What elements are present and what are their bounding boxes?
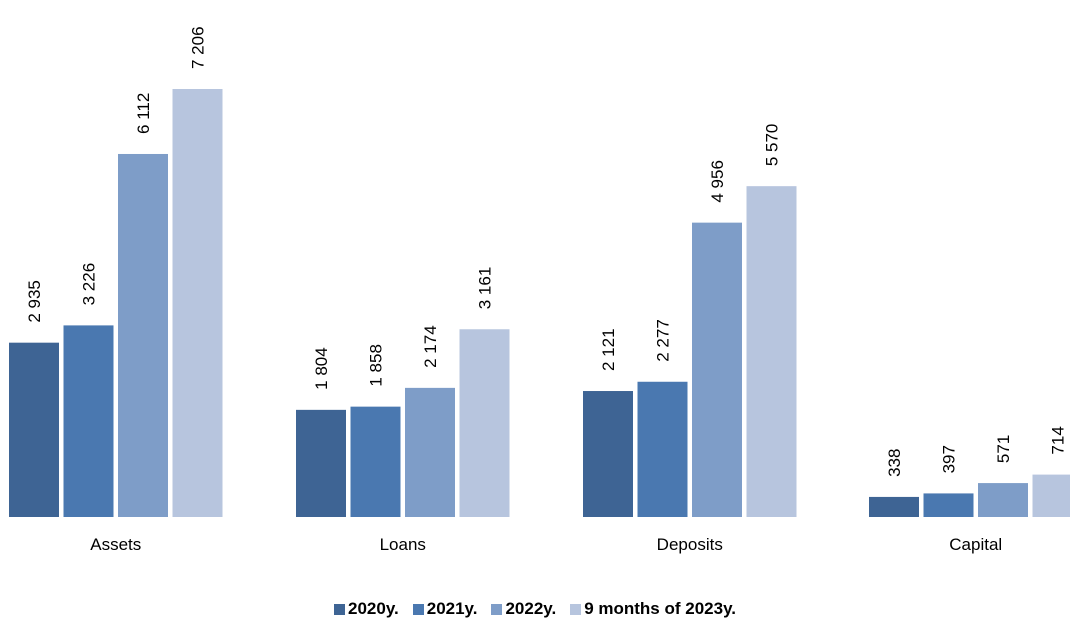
bar-assets-2 [118, 154, 168, 517]
bar-loans-2 [405, 388, 455, 517]
bar-loans-1 [351, 407, 401, 517]
legend-item-2021: 2021y. [413, 599, 478, 619]
bar-deposits-1 [638, 382, 688, 517]
legend-item-2020: 2020y. [334, 599, 399, 619]
data-label-capital-3: 714 [1049, 426, 1068, 454]
category-label-assets: Assets [90, 535, 141, 554]
legend-swatch-2023-9m [570, 604, 581, 615]
data-label-capital-2: 571 [994, 435, 1013, 463]
bar-loans-3 [460, 329, 510, 517]
data-label-assets-3: 7 206 [189, 26, 208, 69]
legend-item-2022: 2022y. [491, 599, 556, 619]
data-label-loans-1: 1 858 [367, 344, 386, 387]
data-label-assets-1: 3 226 [80, 263, 99, 306]
legend-label-2021: 2021y. [427, 599, 478, 619]
category-label-capital: Capital [949, 535, 1002, 554]
bar-capital-0 [869, 497, 919, 517]
bar-deposits-0 [583, 391, 633, 517]
data-label-loans-2: 2 174 [421, 325, 440, 368]
legend-swatch-2021 [413, 604, 424, 615]
bar-deposits-2 [692, 223, 742, 517]
bar-chart: 2 935 3 226 6 112 7 206 Assets 1 804 1 858 2 17… [0, 0, 1070, 598]
bar-capital-2 [978, 483, 1028, 517]
legend-item-2023-9m: 9 months of 2023y. [570, 599, 736, 619]
legend: 2020y. 2021y. 2022y. 9 months of 2023y. [0, 598, 1070, 620]
bar-assets-3 [173, 89, 223, 517]
category-label-deposits: Deposits [657, 535, 723, 554]
bar-capital-1 [924, 493, 974, 517]
data-label-capital-1: 397 [940, 445, 959, 473]
legend-swatch-2020 [334, 604, 345, 615]
bar-loans-0 [296, 410, 346, 517]
category-label-loans: Loans [380, 535, 426, 554]
legend-label-2023-9m: 9 months of 2023y. [584, 599, 736, 619]
data-label-deposits-3: 5 570 [763, 124, 782, 167]
legend-swatch-2022 [491, 604, 502, 615]
data-label-deposits-0: 2 121 [599, 328, 618, 371]
data-label-capital-0: 338 [885, 449, 904, 477]
data-label-deposits-1: 2 277 [654, 319, 673, 362]
legend-label-2022: 2022y. [505, 599, 556, 619]
legend-label-2020: 2020y. [348, 599, 399, 619]
bar-assets-1 [64, 325, 114, 517]
data-label-loans-3: 3 161 [476, 267, 495, 310]
bar-assets-0 [9, 343, 59, 517]
data-label-deposits-2: 4 956 [708, 160, 727, 203]
bar-deposits-3 [747, 186, 797, 517]
data-label-assets-2: 6 112 [134, 93, 153, 134]
data-label-assets-0: 2 935 [25, 280, 44, 323]
data-label-loans-0: 1 804 [312, 347, 331, 390]
bar-capital-3 [1033, 475, 1070, 517]
